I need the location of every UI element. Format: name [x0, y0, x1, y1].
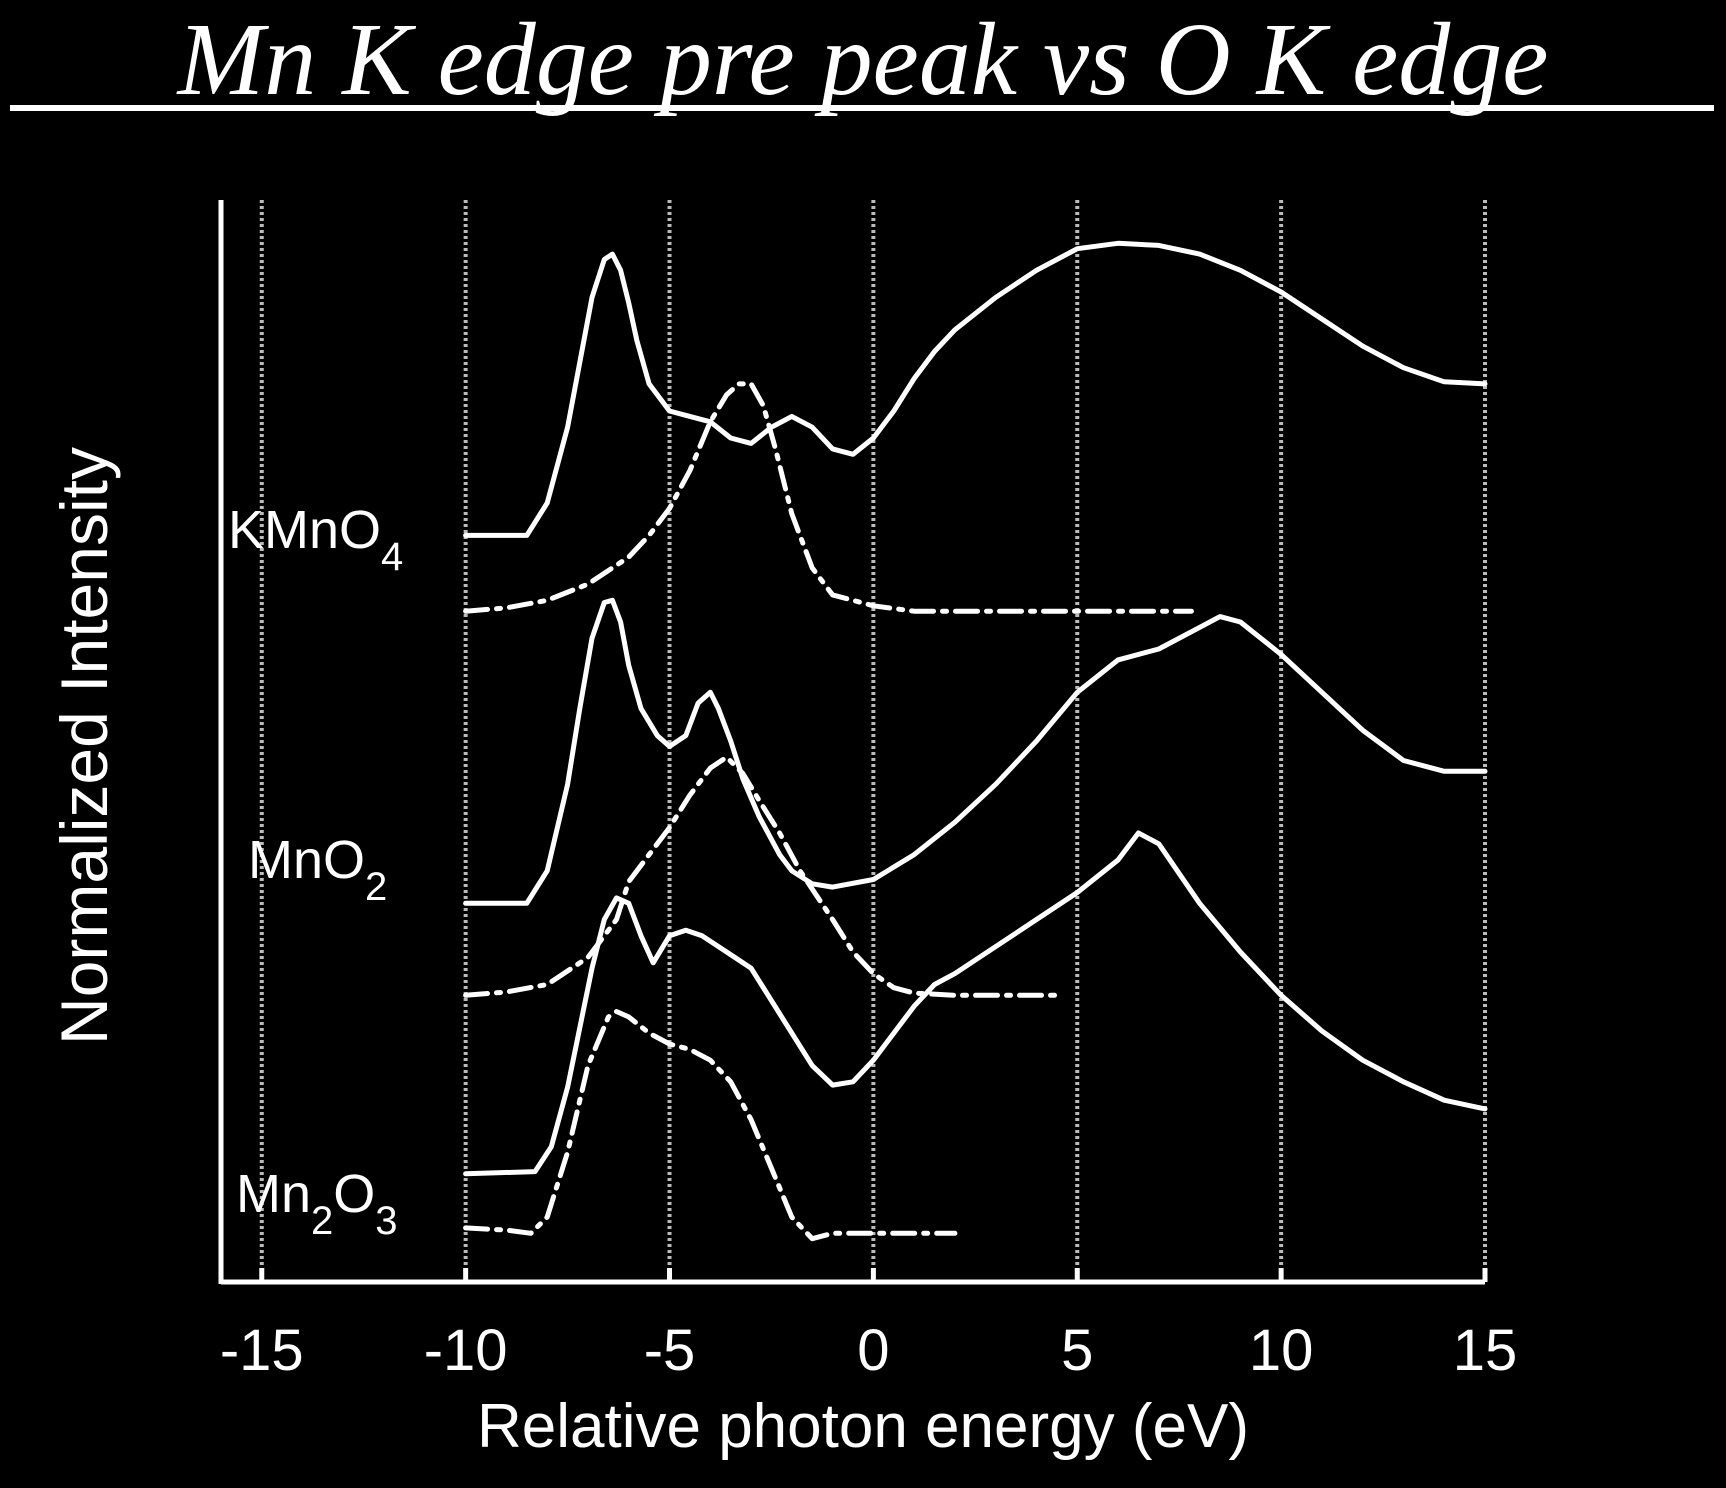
x-tick-label: -15 — [220, 1318, 304, 1383]
x-tick-label: 5 — [1061, 1318, 1093, 1383]
gridlines — [259, 200, 1487, 1282]
series-line-kmno4-dashdot — [463, 381, 1194, 614]
x-axis-label: Relative photon energy (eV) — [476, 1392, 1249, 1461]
x-tick-label: -10 — [424, 1318, 508, 1383]
chart-title: Mn K edge pre peak vs O K edge — [177, 2, 1549, 117]
title-underline — [10, 105, 1714, 111]
series-line-mn2o3-dashdot — [463, 1009, 958, 1242]
compound-label: KMnO4 — [228, 500, 403, 579]
x-tick-label: 15 — [1453, 1318, 1518, 1383]
compound-labels: KMnO4 MnO2 Mn2O3 — [228, 500, 403, 1243]
series — [463, 240, 1488, 1242]
compound-label: Mn2O3 — [236, 1164, 398, 1243]
x-tick-label: 0 — [857, 1318, 889, 1383]
x-ticks: -15 -10 -5 0 5 10 15 — [220, 1268, 1517, 1383]
series-line-kmno4-solid — [463, 240, 1488, 538]
compound-label: MnO2 — [248, 830, 387, 909]
series-line-mno2-solid — [463, 597, 1488, 906]
series-line-mno2-dashdot — [463, 754, 1064, 998]
x-tick-label: 10 — [1249, 1318, 1314, 1383]
axes — [218, 200, 1485, 1285]
x-tick-label: -5 — [644, 1318, 696, 1383]
series-line-mn2o3-solid — [463, 830, 1488, 1177]
